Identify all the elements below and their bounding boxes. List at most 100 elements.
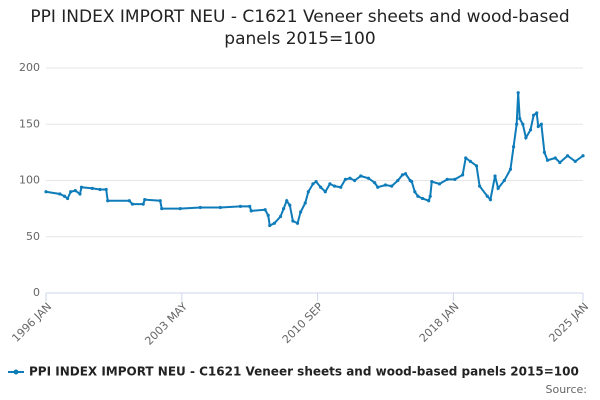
data-point (348, 176, 352, 180)
data-point (445, 177, 449, 181)
data-point (532, 113, 536, 117)
data-point (528, 128, 533, 132)
data-point (542, 150, 547, 154)
data-point (376, 185, 380, 189)
data-point (493, 174, 497, 178)
chart-title: PPI INDEX IMPORT NEU - C1621 Veneer shee… (30, 7, 570, 49)
data-point (524, 136, 528, 140)
data-point (78, 192, 82, 196)
data-point (558, 160, 562, 165)
data-point (272, 221, 276, 225)
x-tick-label: 2003 MAY (142, 300, 190, 348)
data-point (332, 184, 337, 188)
data-point (288, 203, 292, 207)
data-point (413, 190, 417, 194)
legend-marker (13, 369, 19, 375)
data-point (104, 187, 108, 192)
series-line (45, 92, 584, 227)
data-point (410, 180, 414, 184)
data-point (282, 207, 286, 211)
data-point (311, 182, 315, 186)
data-point (516, 91, 520, 95)
data-point (127, 199, 131, 203)
data-point (263, 208, 267, 212)
data-point (130, 202, 135, 206)
data-point (198, 205, 202, 210)
data-point (502, 178, 506, 183)
data-point (291, 219, 295, 223)
data-point (453, 177, 457, 181)
data-point (464, 156, 468, 160)
data-point (488, 198, 493, 202)
data-point (178, 207, 182, 211)
data-point (319, 185, 323, 189)
data-point (485, 194, 489, 198)
y-tick-label: 100 (19, 174, 40, 187)
data-point (295, 221, 300, 225)
data-point (303, 201, 307, 205)
data-point (545, 158, 550, 162)
data-point (79, 185, 84, 189)
data-point (573, 159, 577, 163)
data-point (511, 145, 516, 149)
data-point (44, 190, 48, 194)
data-point (508, 167, 513, 171)
data-point (299, 210, 303, 214)
data-point (62, 194, 67, 198)
data-point (268, 223, 272, 228)
y-tick-label: 50 (26, 230, 40, 243)
data-point (403, 172, 408, 176)
data-point (390, 184, 394, 188)
data-point (143, 198, 147, 202)
data-point (306, 190, 310, 194)
data-point (383, 183, 388, 187)
data-point (98, 187, 102, 192)
source-label: Source: (546, 383, 588, 396)
data-point (553, 156, 557, 160)
data-point (428, 194, 432, 198)
data-point (238, 204, 243, 208)
data-point (535, 111, 539, 115)
data-point (539, 122, 543, 126)
data-point (266, 213, 270, 217)
data-point (396, 178, 400, 183)
data-point (468, 159, 472, 163)
data-point (420, 196, 425, 201)
data-point (66, 196, 70, 201)
data-point (343, 177, 347, 181)
data-point (323, 190, 327, 194)
data-point (158, 199, 162, 203)
data-point (416, 194, 420, 198)
data-point (400, 173, 405, 177)
y-tick-label: 150 (19, 117, 40, 130)
data-point (430, 180, 434, 184)
x-tick-label: 2025 JAN (546, 300, 591, 345)
data-point (496, 186, 500, 190)
y-tick-label: 0 (33, 286, 40, 299)
data-point (141, 202, 145, 206)
data-point (58, 192, 62, 196)
data-point (366, 176, 371, 180)
data-point (521, 122, 525, 126)
data-point (69, 190, 73, 194)
data-point (565, 154, 570, 158)
x-tick-label: 1996 JAN (9, 300, 54, 345)
data-point (328, 182, 332, 186)
data-point (248, 204, 252, 208)
data-point (339, 185, 343, 189)
data-point (359, 174, 363, 178)
data-point (518, 117, 522, 121)
data-point (106, 199, 110, 203)
data-point (90, 186, 94, 190)
data-point (373, 181, 377, 185)
data-point (218, 205, 222, 210)
data-point (278, 214, 283, 219)
data-point (478, 184, 482, 188)
data-point (427, 199, 431, 203)
data-point (314, 180, 318, 184)
x-tick-label: 2018 JAN (417, 300, 462, 345)
data-point (249, 209, 253, 213)
data-point (461, 173, 465, 177)
